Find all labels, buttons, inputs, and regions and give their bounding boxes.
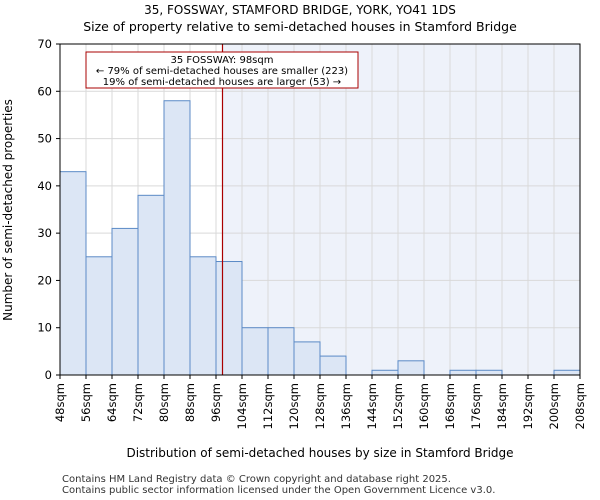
- y-tick-label: 40: [37, 179, 52, 193]
- bar: [111, 227, 139, 376]
- bar: [137, 194, 165, 376]
- y-tick-label: 60: [37, 84, 52, 98]
- x-tick-label: 200sqm: [547, 383, 561, 429]
- y-tick-label: 30: [37, 226, 52, 240]
- bar: [553, 369, 581, 376]
- annotation-line: 35 FOSSWAY: 98sqm: [171, 55, 274, 66]
- y-tick-label: 50: [37, 132, 52, 146]
- x-tick-label: 168sqm: [443, 383, 457, 429]
- bar: [371, 369, 399, 376]
- bar: [59, 171, 87, 376]
- annotation-line: 19% of semi-detached houses are larger (…: [103, 77, 341, 88]
- x-tick-label: 136sqm: [339, 383, 353, 429]
- x-tick-label: 104sqm: [235, 383, 249, 429]
- bar: [85, 256, 113, 376]
- x-tick-label: 80sqm: [157, 383, 171, 422]
- bar: [215, 261, 243, 376]
- x-tick-label: 184sqm: [495, 383, 509, 429]
- x-tick-label: 120sqm: [287, 383, 301, 429]
- x-tick-label: 176sqm: [469, 383, 483, 429]
- annotation-box: [85, 51, 359, 89]
- annotation-line: ← 79% of semi-detached houses are smalle…: [96, 66, 348, 77]
- y-tick-label: 20: [37, 273, 52, 287]
- bar: [267, 327, 295, 376]
- bar: [475, 369, 503, 376]
- y-tick-label: 0: [45, 368, 52, 382]
- x-tick-label: 192sqm: [521, 383, 535, 429]
- x-tick-label: 88sqm: [183, 383, 197, 422]
- x-tick-label: 128sqm: [313, 383, 327, 429]
- x-axis-label: Distribution of semi-detached houses by …: [126, 446, 513, 460]
- y-tick-label: 70: [37, 37, 52, 51]
- x-tick-label: 56sqm: [79, 383, 93, 422]
- x-tick-label: 144sqm: [365, 383, 379, 429]
- x-tick-label: 72sqm: [131, 383, 145, 422]
- x-tick-label: 48sqm: [53, 383, 67, 422]
- x-tick-label: 160sqm: [417, 383, 431, 429]
- x-tick-label: 152sqm: [391, 383, 405, 429]
- bar: [241, 327, 269, 376]
- bar: [189, 256, 217, 376]
- larger-region-shade: [222, 44, 580, 375]
- y-axis-label: Number of semi-detached properties: [1, 99, 15, 321]
- x-tick-label: 208sqm: [573, 383, 587, 429]
- bar: [163, 100, 191, 376]
- y-tick-label: 10: [37, 321, 52, 335]
- bar: [449, 369, 477, 376]
- chart-title: 35, FOSSWAY, STAMFORD BRIDGE, YORK, YO41…: [144, 3, 456, 17]
- chart-subtitle: Size of property relative to semi-detach…: [83, 19, 517, 34]
- bar: [319, 355, 347, 376]
- bar: [293, 341, 321, 376]
- bar: [397, 360, 425, 376]
- x-tick-label: 64sqm: [105, 383, 119, 422]
- x-tick-label: 112sqm: [261, 383, 275, 429]
- footer-line-1: Contains HM Land Registry data © Crown c…: [62, 474, 451, 485]
- x-tick-label: 96sqm: [209, 383, 223, 422]
- footer-line-2: Contains public sector information licen…: [62, 485, 496, 496]
